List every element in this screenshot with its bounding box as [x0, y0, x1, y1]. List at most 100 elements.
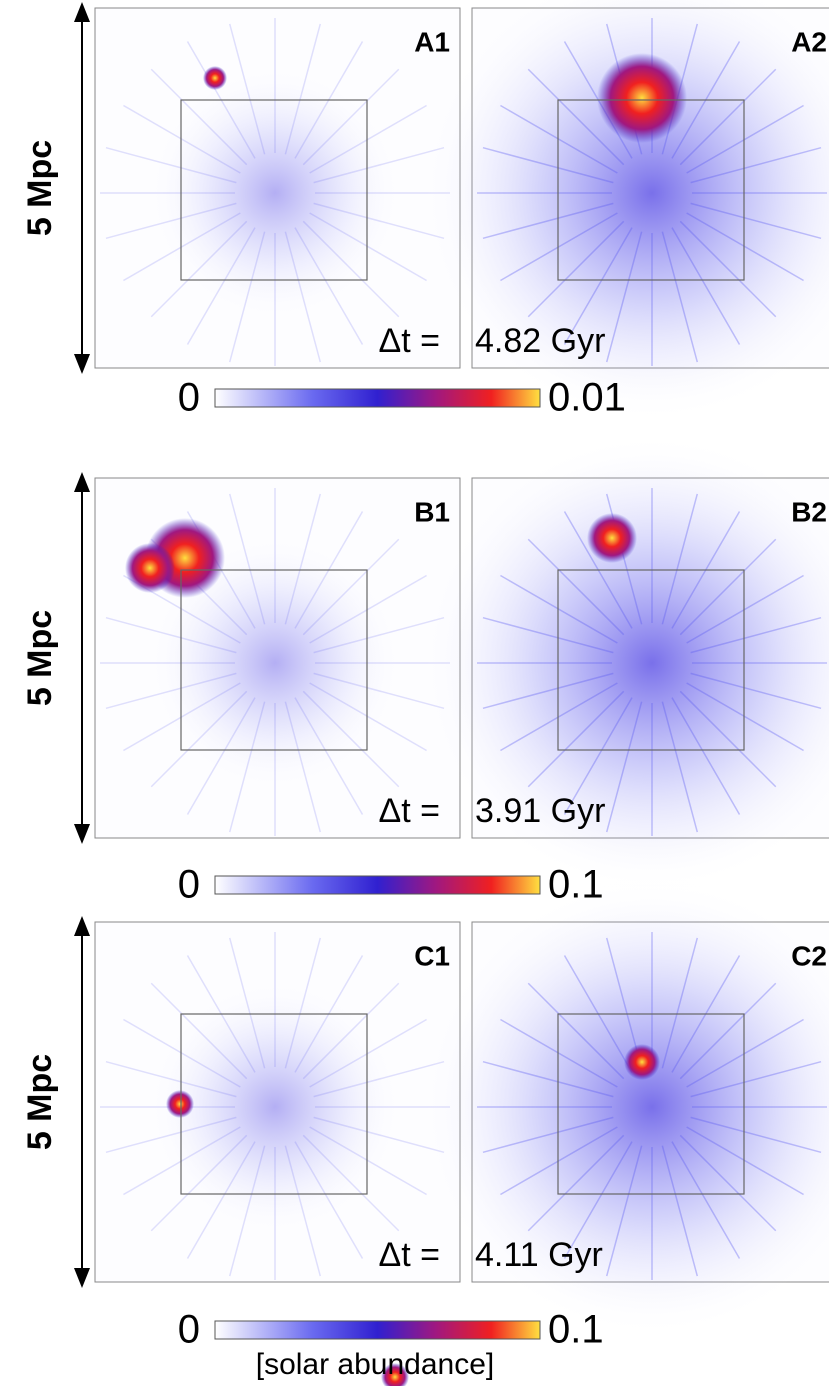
filament [302, 1134, 400, 1232]
colorbar-min: 0 [178, 863, 200, 907]
filament [527, 68, 625, 166]
panel [94, 477, 461, 839]
filament [123, 682, 241, 752]
filament [284, 1145, 322, 1277]
zoom-box [180, 1013, 368, 1195]
filament [500, 1018, 618, 1088]
colorbar [214, 388, 541, 408]
filament [313, 1060, 445, 1098]
filament [302, 220, 400, 318]
zoom-box [557, 1013, 745, 1195]
panel [422, 0, 829, 423]
filament [105, 146, 237, 184]
filament [284, 937, 322, 1069]
filament [228, 937, 266, 1069]
filament [302, 538, 400, 636]
density-glow [422, 0, 829, 423]
filament [527, 538, 625, 636]
colorbar-max: 0.1 [548, 1308, 604, 1352]
scale-label: 5 Mpc [21, 140, 59, 236]
hot-spot [125, 543, 175, 593]
filament [105, 672, 237, 710]
filament [679, 982, 777, 1080]
panel-label: B1 [414, 496, 450, 527]
filament [313, 616, 445, 654]
filament [284, 493, 322, 625]
zoom-box [557, 569, 745, 751]
filament [284, 23, 322, 155]
filament [563, 1141, 633, 1259]
filament [228, 701, 266, 833]
hot-spot [624, 1044, 660, 1080]
filament [186, 1141, 256, 1259]
filament [527, 220, 625, 318]
filament [309, 1126, 427, 1196]
filament [228, 493, 266, 625]
filament [309, 682, 427, 752]
zoom-box [180, 569, 368, 751]
filament [302, 982, 400, 1080]
filament [123, 104, 241, 174]
filament [313, 672, 445, 710]
filament [527, 982, 625, 1080]
dt-value: 4.11 Gyr [475, 1236, 603, 1274]
filament [482, 146, 614, 184]
hot-spot [166, 1090, 194, 1118]
filament [661, 231, 699, 363]
filament [482, 616, 614, 654]
panel [422, 433, 829, 893]
density-glow [148, 536, 402, 790]
filament [228, 231, 266, 363]
panel-label: A1 [414, 26, 450, 57]
filament [105, 1116, 237, 1154]
filament [294, 697, 364, 815]
dt-value: 3.91 Gyr [475, 792, 605, 830]
filament [605, 701, 643, 833]
filament [527, 690, 625, 788]
filament [679, 68, 777, 166]
filament [309, 104, 427, 174]
colorbar-unit: [solar abundance] [256, 1348, 495, 1381]
filament [482, 1060, 614, 1098]
filament [605, 1145, 643, 1277]
panel [94, 921, 461, 1386]
filament [686, 682, 804, 752]
dt-label: Δt = [379, 792, 440, 830]
filament [150, 1134, 248, 1232]
colorbar [214, 1320, 541, 1340]
density-glow [422, 877, 829, 1337]
filament [686, 1018, 804, 1088]
filament [679, 220, 777, 318]
filament [690, 1060, 822, 1098]
filament [294, 227, 364, 345]
filament [679, 538, 777, 636]
colorbar-min: 0 [178, 1308, 200, 1352]
filament [294, 1141, 364, 1259]
filament [228, 1145, 266, 1277]
panel [94, 7, 461, 369]
filament [284, 231, 322, 363]
zoom-box [557, 99, 745, 281]
filament [284, 701, 322, 833]
panel-label: C1 [414, 940, 450, 971]
filament [500, 682, 618, 752]
hot-spot [587, 513, 637, 563]
filament [686, 1126, 804, 1196]
panel-label: A2 [791, 26, 827, 57]
filament [123, 1126, 241, 1196]
filament [563, 227, 633, 345]
dt-label: Δt = [379, 322, 440, 360]
panel [422, 877, 829, 1337]
filament [500, 104, 618, 174]
dt-label: Δt = [379, 1236, 440, 1274]
filament [661, 1145, 699, 1277]
filament [661, 937, 699, 1069]
filament [690, 1116, 822, 1154]
filament [686, 574, 804, 644]
colorbar [214, 875, 541, 895]
filament [150, 68, 248, 166]
filament [309, 574, 427, 644]
filament [302, 68, 400, 166]
filament [671, 227, 741, 345]
